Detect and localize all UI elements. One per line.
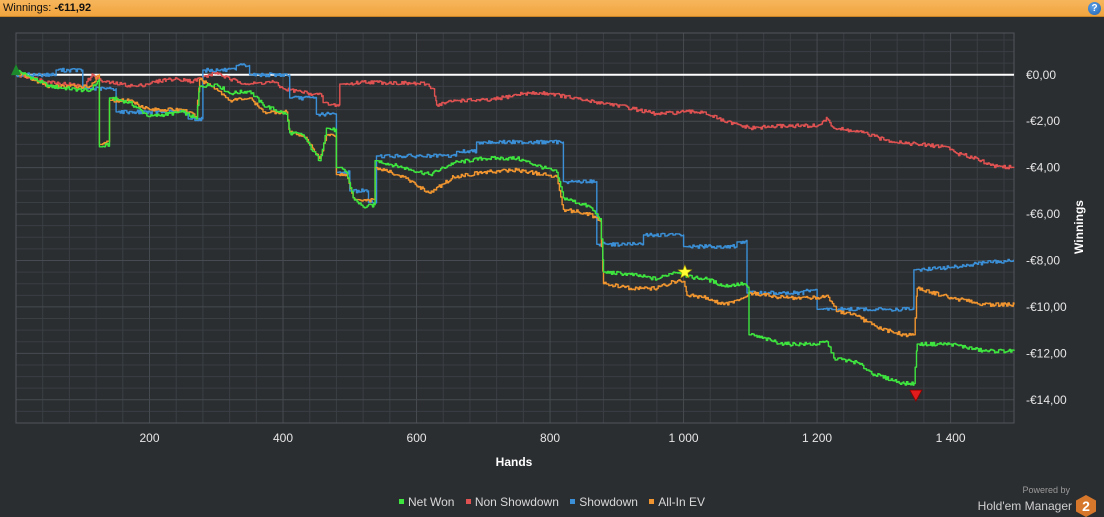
legend-swatch	[399, 499, 405, 505]
product-name: Hold'em Manager	[977, 499, 1072, 513]
legend-label: Non Showdown	[474, 495, 559, 509]
start-marker-icon	[11, 64, 21, 76]
powered-by-label: Powered by	[1022, 485, 1070, 495]
winnings-title: Winnings: -€11,92	[3, 2, 91, 14]
legend-item-net-won[interactable]: Net Won	[399, 495, 454, 509]
powered-by: Powered by Hold'em Manager 2	[978, 485, 1096, 517]
series-layer	[16, 63, 1015, 386]
y-tick-label: -€14,00	[1026, 393, 1067, 407]
x-tick-label: 1 000	[669, 431, 699, 445]
x-tick-label: 1 400	[936, 431, 966, 445]
legend-item-allin-ev[interactable]: All-In EV	[649, 495, 705, 509]
x-tick-label: 200	[139, 431, 159, 445]
x-axis-label: Hands	[496, 455, 533, 469]
winnings-value: -€11,92	[54, 2, 92, 14]
series-line-net-won	[16, 69, 1015, 386]
y-axis-label: Winnings	[1072, 200, 1086, 254]
y-axis-ticks: €0,00 -€2,00 -€4,00 -€6,00 -€8,00 -€10,00 -€12…	[1026, 68, 1067, 407]
series-line-non-showdown	[16, 71, 1015, 170]
minor-grid	[16, 33, 1014, 424]
x-axis-ticks: 200 400 600 800 1 000 1 200 1 400	[139, 431, 965, 445]
legend-swatch	[465, 499, 471, 505]
major-grid	[15, 32, 1015, 424]
legend-item-showdown[interactable]: Showdown	[570, 495, 638, 509]
legend: Net Won Non Showdown Showdown All-In EV	[0, 495, 1104, 509]
y-tick-label: -€12,00	[1026, 346, 1067, 360]
series-line-all-in-ev	[16, 71, 1015, 338]
winnings-chart: 200 400 600 800 1 000 1 200 1 400 €0,00 -€2,00 -…	[11, 32, 1086, 469]
series-line-showdown	[16, 63, 1014, 312]
y-tick-label: -€6,00	[1026, 207, 1060, 221]
y-tick-label: -€4,00	[1026, 161, 1060, 175]
legend-swatch	[649, 499, 655, 505]
low-marker-icon	[909, 389, 923, 402]
legend-label: Showdown	[579, 495, 638, 509]
y-tick-label: €0,00	[1026, 68, 1056, 82]
plot-frame	[15, 32, 1015, 424]
marker-layer	[11, 64, 923, 402]
legend-label: All-In EV	[658, 495, 705, 509]
y-tick-label: -€8,00	[1026, 254, 1060, 268]
legend-label: Net Won	[408, 495, 455, 509]
x-tick-label: 600	[407, 431, 427, 445]
y-tick-label: -€10,00	[1026, 300, 1067, 314]
title-bar: Winnings: -€11,92 ?	[0, 0, 1104, 17]
help-icon[interactable]: ?	[1088, 2, 1101, 15]
x-tick-label: 400	[273, 431, 293, 445]
peak-marker-icon	[677, 264, 693, 279]
y-tick-label: -€2,00	[1026, 114, 1060, 128]
legend-swatch	[570, 499, 576, 505]
winnings-label: Winnings:	[3, 2, 52, 14]
x-tick-label: 1 200	[802, 431, 832, 445]
x-tick-label: 800	[540, 431, 560, 445]
hm2-logo-icon: 2	[1076, 495, 1096, 517]
legend-item-non-showdown[interactable]: Non Showdown	[465, 495, 559, 509]
